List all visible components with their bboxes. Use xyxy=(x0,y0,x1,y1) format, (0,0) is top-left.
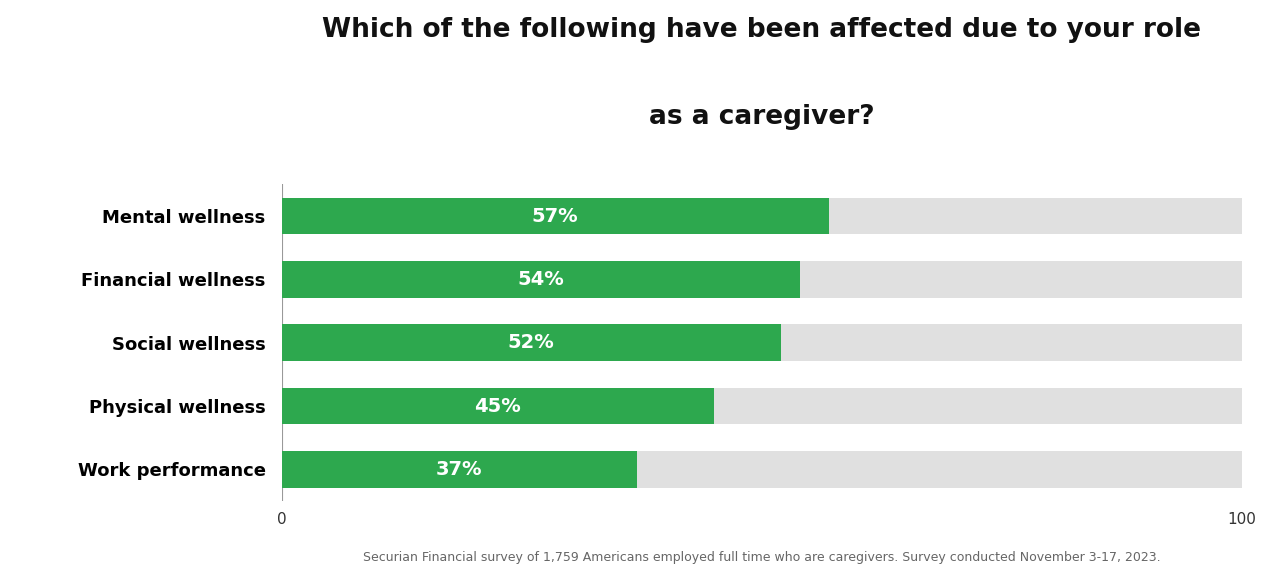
Bar xyxy=(282,451,637,488)
Bar xyxy=(282,324,781,361)
Bar xyxy=(282,388,714,425)
Text: Securian Financial survey of 1,759 Americans employed full time who are caregive: Securian Financial survey of 1,759 Ameri… xyxy=(362,551,1161,564)
Bar xyxy=(282,198,829,234)
Text: 52%: 52% xyxy=(508,334,554,352)
Text: 45%: 45% xyxy=(474,397,521,415)
Text: Which of the following have been affected due to your role: Which of the following have been affecte… xyxy=(323,17,1201,43)
Text: 37%: 37% xyxy=(436,460,483,479)
Text: 54%: 54% xyxy=(517,270,564,289)
Text: as a caregiver?: as a caregiver? xyxy=(649,104,874,130)
Bar xyxy=(282,261,1242,298)
Bar xyxy=(282,388,1242,425)
Bar xyxy=(282,261,800,298)
Bar xyxy=(282,198,1242,234)
Bar xyxy=(282,324,1242,361)
Bar xyxy=(282,451,1242,488)
Text: 57%: 57% xyxy=(532,207,579,225)
